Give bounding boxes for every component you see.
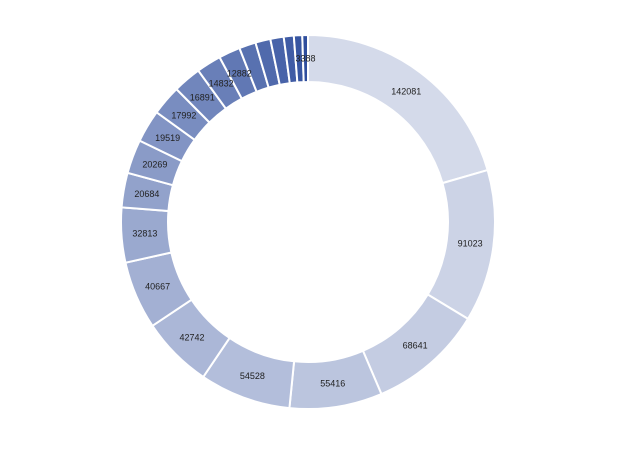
data-label-14: 14832 (209, 78, 234, 88)
data-label-9: 20684 (134, 189, 159, 199)
data-label-15: 12882 (227, 69, 252, 79)
data-label-2: 91023 (458, 238, 483, 248)
data-label-4: 55416 (320, 379, 345, 389)
data-label-11: 19519 (155, 133, 180, 143)
data-label-1: 142081 (391, 86, 421, 96)
chart-slices (120, 33, 496, 410)
slice-21 (301, 33, 309, 84)
chart-data-labels: 142081 91023 68641 55416 54528 42742 40667 3281… (132, 54, 482, 389)
data-label-13: 16891 (190, 92, 215, 102)
data-label-5: 54528 (240, 371, 265, 381)
data-label-8: 32813 (132, 229, 157, 239)
data-label-6: 42742 (180, 332, 205, 342)
data-label-3: 68641 (403, 340, 428, 350)
data-label-10: 20269 (142, 160, 167, 170)
data-label-7: 40667 (145, 281, 170, 291)
slice-1 (307, 33, 489, 185)
data-label-21: 3388 (295, 54, 315, 64)
data-label-12: 17992 (171, 111, 196, 121)
